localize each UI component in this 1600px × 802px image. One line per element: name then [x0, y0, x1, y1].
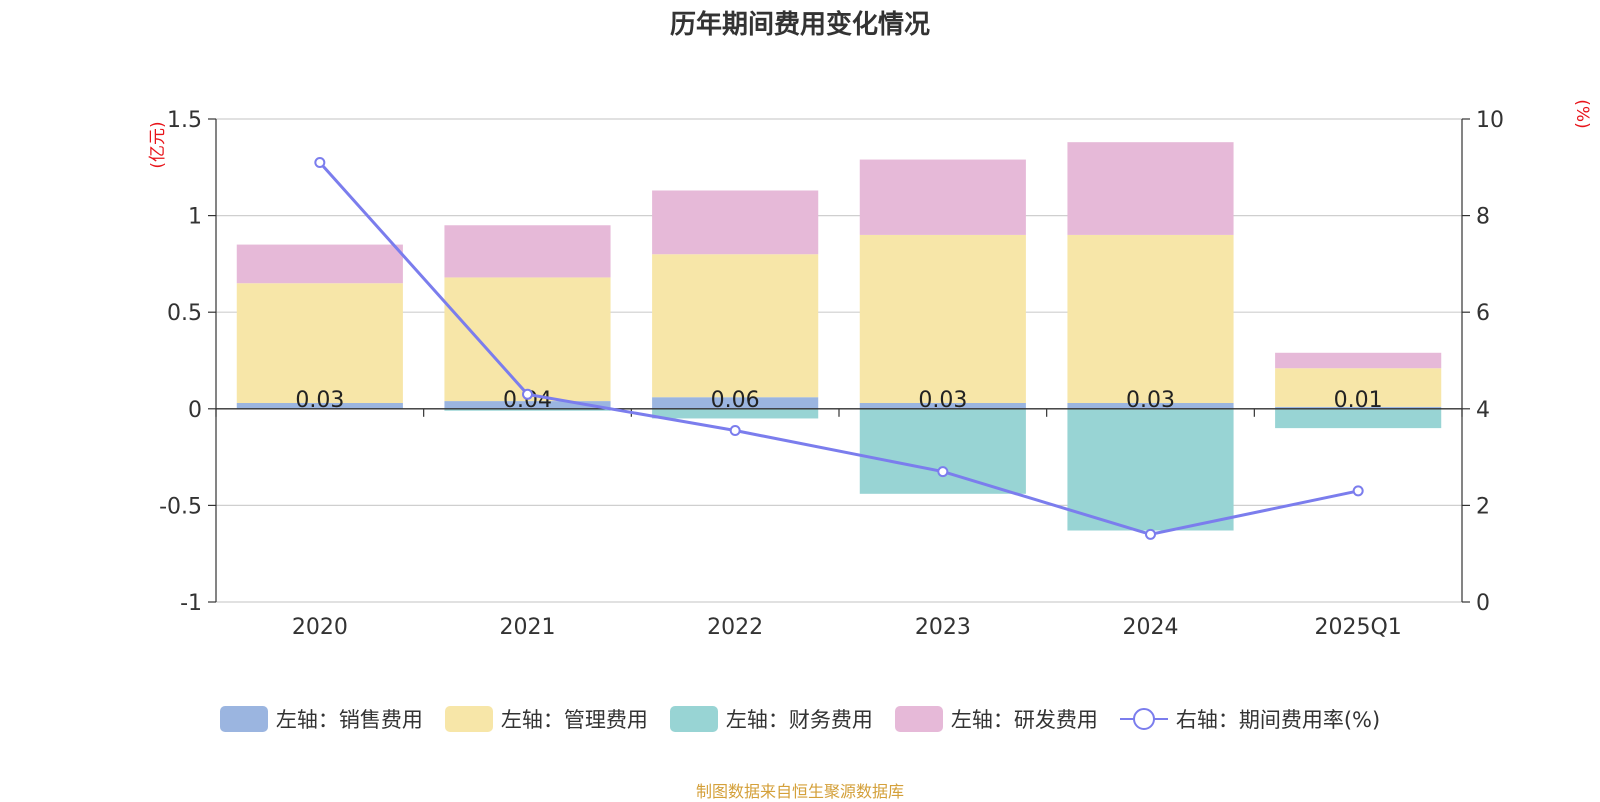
data-source-note: 制图数据来自恒生聚源数据库	[695, 782, 904, 801]
bar-data-label: 0.06	[711, 388, 760, 413]
bar-segment	[1067, 403, 1234, 409]
bar-segment	[236, 283, 403, 404]
bar-segment	[859, 234, 1026, 404]
bar-segment	[859, 403, 1026, 409]
legend-swatch	[894, 706, 943, 732]
right-axis-tick-label: 0	[1476, 591, 1490, 616]
x-axis-tick-label: 2021	[500, 615, 556, 640]
bar-data-label: 0.01	[1334, 388, 1383, 413]
right-axis-unit: (%)	[1572, 99, 1592, 128]
bar-segment	[444, 408, 611, 411]
bar-segment	[1275, 352, 1442, 369]
bar-segment	[1275, 368, 1442, 407]
legend-label: 左轴：财务费用	[725, 708, 873, 732]
bar-segment	[1275, 406, 1442, 409]
left-axis-tick-label: 0.5	[167, 301, 202, 326]
x-axis-tick-label: 2025Q1	[1315, 615, 1402, 640]
expense-ratio-point	[729, 425, 741, 437]
expense-ratio-line	[318, 161, 1359, 536]
legend-label: 左轴：研发费用	[950, 708, 1098, 732]
bar-segment	[859, 408, 1026, 494]
expense-ratio-point	[1352, 485, 1364, 497]
bar-segment	[444, 277, 611, 402]
bar-data-label: 0.03	[1126, 388, 1175, 413]
legend-item[interactable]: 右轴：期间费用率(%)	[1119, 704, 1381, 734]
expense-ratio-point	[937, 466, 949, 478]
right-axis-tick-label: 2	[1476, 494, 1490, 519]
bar-segment	[652, 397, 819, 409]
x-axis-tick-label: 2023	[915, 615, 971, 640]
x-axis-tick-label: 2022	[707, 615, 763, 640]
left-axis-tick-label: 0	[188, 398, 202, 423]
expense-ratio-point	[314, 156, 326, 168]
right-axis-tick-label: 4	[1476, 398, 1490, 423]
bar-segment	[444, 225, 611, 278]
bar-segment	[1067, 408, 1234, 531]
bar-data-label: 0.03	[918, 388, 967, 413]
legend-label: 右轴：期间费用率(%)	[1175, 708, 1381, 732]
bar-segment	[652, 190, 819, 255]
left-axis-tick-label: -1	[180, 591, 202, 616]
chart-legend: 左轴：销售费用 左轴：管理费用 左轴：财务费用 左轴：研发费用 右轴：期间费用率(%)	[0, 704, 1600, 734]
legend-swatch	[1119, 708, 1168, 730]
legend-item[interactable]: 左轴：研发费用	[894, 704, 1098, 734]
bar-segment	[236, 244, 403, 284]
legend-swatch	[669, 706, 718, 732]
legend-swatch	[219, 706, 268, 732]
left-axis-unit: (亿元)	[148, 121, 168, 168]
bar-segment	[859, 159, 1026, 235]
right-axis-tick-label: 10	[1476, 108, 1504, 133]
expense-ratio-point	[1145, 528, 1156, 540]
left-axis-tick-label: 1.5	[167, 108, 202, 133]
expense-ratio-point	[522, 388, 533, 400]
bar-segment	[652, 408, 819, 419]
x-axis-tick-label: 2020	[292, 615, 348, 640]
left-axis-tick-label: -0.5	[159, 494, 202, 519]
legend-swatch	[444, 706, 493, 732]
bar-segment	[1067, 234, 1234, 404]
legend-label: 左轴：销售费用	[275, 708, 423, 732]
legend-item[interactable]: 左轴：财务费用	[669, 704, 873, 734]
bar-data-label: 0.03	[295, 388, 344, 413]
right-axis-tick-label: 6	[1476, 301, 1490, 326]
bar-segment	[1067, 142, 1234, 235]
bar-segment	[1275, 408, 1442, 429]
left-axis-tick-label: 1	[188, 205, 202, 230]
bar-segment	[444, 401, 611, 409]
legend-label: 左轴：管理费用	[500, 708, 648, 732]
chart-title: 历年期间费用变化情况	[669, 10, 930, 40]
legend-item[interactable]: 左轴：管理费用	[444, 704, 648, 734]
bar-segment	[652, 254, 819, 398]
bar-segment	[236, 403, 403, 409]
x-axis-tick-label: 2024	[1123, 615, 1179, 640]
legend-item[interactable]: 左轴：销售费用	[219, 704, 423, 734]
right-axis-tick-label: 8	[1476, 205, 1490, 230]
